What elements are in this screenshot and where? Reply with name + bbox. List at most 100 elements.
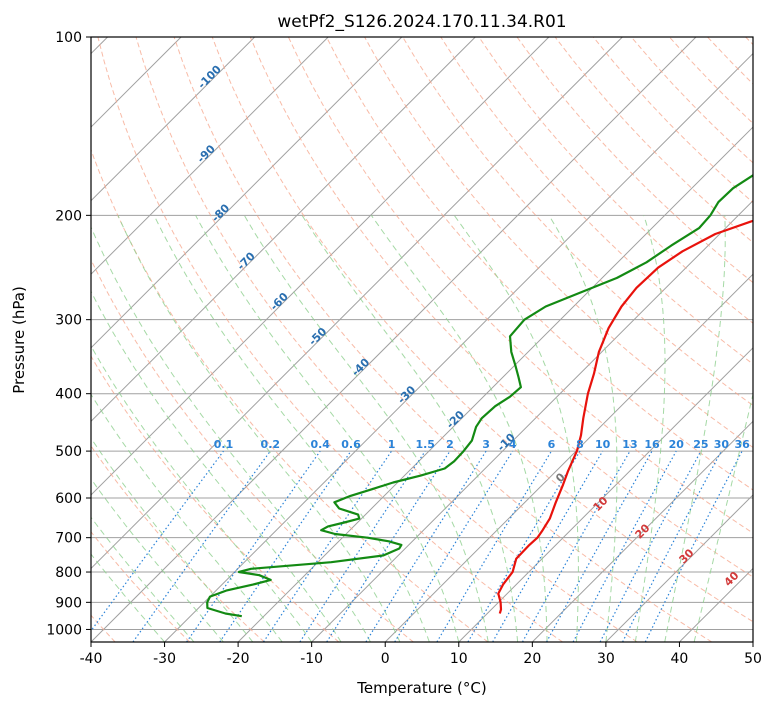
moist-adiabat-line <box>370 215 548 642</box>
moist-adiabat-line <box>91 478 224 642</box>
theta-e-label: 30 <box>677 546 697 566</box>
mixing-ratio-line <box>262 450 392 642</box>
x-tick-label: -20 <box>227 651 250 667</box>
isotherm-line <box>91 37 256 202</box>
mixing-ratio-label: 25 <box>693 438 708 451</box>
isotherm-line <box>91 37 697 642</box>
mixing-ratio-line <box>546 450 653 642</box>
y-tick-label: 500 <box>55 444 82 460</box>
mixing-ratio-label: 10 <box>595 438 611 451</box>
series-layer <box>206 174 753 618</box>
isotherm-line <box>605 494 753 642</box>
theta-label: -70 <box>235 249 258 272</box>
mixing-ratio-label: 4 <box>509 438 517 451</box>
mixing-ratio-label: 1.5 <box>415 438 435 451</box>
x-tick-label: 50 <box>744 651 762 667</box>
isotherm-line <box>91 37 403 349</box>
isotherm-line <box>311 199 753 642</box>
moist-adiabat-line <box>91 225 371 642</box>
temperature-profile-line <box>497 219 753 614</box>
moist-adiabat-line <box>664 215 726 642</box>
isotherm-line <box>91 37 476 423</box>
mixing-ratio-line <box>299 450 426 642</box>
y-axis-label: Pressure (hPa) <box>10 286 28 394</box>
x-tick-label: 20 <box>523 651 541 667</box>
dry-adiabat-line <box>91 148 489 642</box>
dry-adiabat-line <box>478 37 753 324</box>
isotherm-line <box>458 347 753 642</box>
y-tick-label: 400 <box>55 387 82 403</box>
moist-adiabat-line <box>91 437 254 642</box>
isotherm-line <box>679 567 753 642</box>
moist-adiabat-line <box>195 215 460 642</box>
dry-adiabat-line <box>91 355 340 642</box>
moist-adiabat-line <box>243 215 489 642</box>
moist-adiabat-line <box>91 516 195 642</box>
mixing-ratio-label: 0.4 <box>310 438 330 451</box>
theta-e-label: 10 <box>591 494 611 514</box>
axis-layer: -40 -30 -20 -10 0 10 20 30 40 5010020030040050060… <box>46 30 762 667</box>
mixing-ratio-line <box>622 450 722 642</box>
dry-adiabat-line <box>516 37 753 284</box>
isotherm-line <box>384 273 753 642</box>
mixing-ratio-label: 30 <box>714 438 730 451</box>
y-tick-label: 1000 <box>46 622 82 638</box>
dry-adiabat-line <box>707 37 753 85</box>
x-tick-label: -30 <box>153 651 176 667</box>
mixing-ratio-label: 6 <box>548 438 556 451</box>
chart-title: wetPf2_S126.2024.170.11.34.R01 <box>277 12 566 32</box>
isotherm-line <box>91 37 623 570</box>
dry-adiabat-line <box>211 37 753 623</box>
moist-adiabat-line <box>91 553 165 642</box>
mixing-ratio-label: 8 <box>576 438 584 451</box>
plot-frame <box>90 36 754 643</box>
mixing-ratio-label: 0.6 <box>341 438 361 451</box>
dry-adiabat-line <box>91 531 191 642</box>
theta-label: -20 <box>444 408 467 431</box>
y-tick-label: 800 <box>55 565 82 581</box>
mixing-ratio-line <box>394 450 514 642</box>
moist-adiabat-line <box>634 215 666 642</box>
y-tick-label: 700 <box>55 531 82 547</box>
y-tick-label: 100 <box>55 30 82 46</box>
isotherm-line <box>164 52 753 642</box>
mixing-ratio-line <box>186 450 321 642</box>
theta-label: -30 <box>395 383 418 406</box>
x-axis-label: Temperature (°C) <box>356 679 486 697</box>
dry-adiabat-line <box>440 37 753 365</box>
mixing-ratio-line <box>644 450 743 642</box>
grid-layer <box>91 37 753 642</box>
mixing-ratio-line <box>572 450 677 642</box>
theta-label: -40 <box>349 356 372 379</box>
mixing-ratio-label: 1 <box>388 438 396 451</box>
mixing-ratio-line <box>521 450 631 642</box>
y-tick-label: 200 <box>55 208 82 224</box>
mixing-ratio-label: 13 <box>622 438 637 451</box>
theta-label: -90 <box>195 142 218 165</box>
theta-label: -100 <box>195 63 224 92</box>
x-tick-label: -40 <box>80 651 103 667</box>
x-tick-label: 10 <box>450 651 468 667</box>
x-tick-label: 0 <box>381 651 390 667</box>
mixing-ratio-line <box>132 450 271 642</box>
moist-adiabat-line <box>117 215 401 642</box>
y-tick-label: 900 <box>55 595 82 611</box>
moist-adiabat-line <box>91 290 342 642</box>
dry-adiabat-line <box>745 37 753 46</box>
dry-adiabat-line <box>135 37 638 642</box>
mixing-ratio-line <box>219 450 352 642</box>
theta-label: -60 <box>268 290 291 313</box>
moist-adiabat-line <box>91 345 313 642</box>
moist-adiabat-line <box>91 393 283 642</box>
mixing-ratio-label: 0.1 <box>214 438 234 451</box>
dry-adiabat-line <box>249 37 753 578</box>
isotherm-line <box>91 37 550 496</box>
dry-adiabat-line <box>364 37 753 449</box>
dry-adiabat-line <box>91 445 265 642</box>
y-tick-label: 600 <box>55 491 82 507</box>
mixing-ratio-label: 36 <box>734 438 750 451</box>
dry-adiabat-line <box>402 37 753 407</box>
moist-adiabat-line <box>153 215 430 642</box>
y-tick-label: 300 <box>55 313 82 329</box>
